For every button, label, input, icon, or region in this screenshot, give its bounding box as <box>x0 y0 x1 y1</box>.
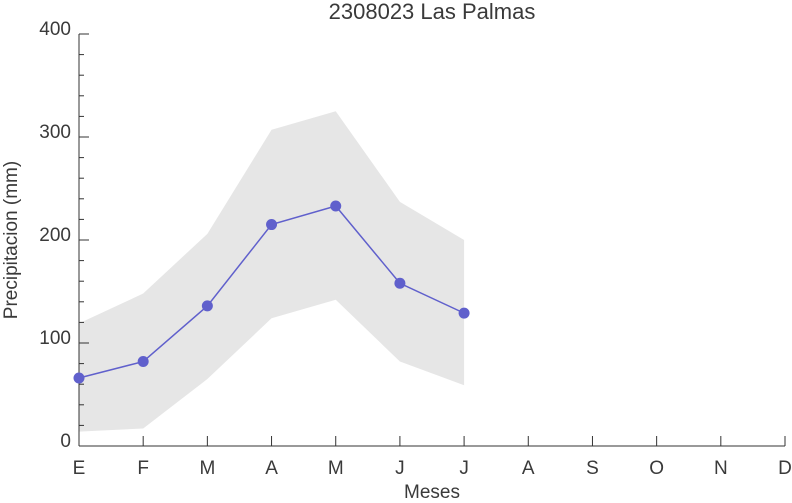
x-tick-label: F <box>137 458 149 479</box>
point <box>394 277 406 289</box>
y-axis-label: Precipitacion (mm) <box>1 161 22 319</box>
x-tick-label: J <box>395 458 405 479</box>
point <box>73 372 85 384</box>
chart-title: 2308023 Las Palmas <box>329 0 536 24</box>
y-tick-label: 100 <box>39 328 71 349</box>
point <box>201 300 213 312</box>
y-tick-label: 200 <box>39 225 71 246</box>
x-tick-label: J <box>459 458 469 479</box>
x-tick-label: A <box>265 458 278 479</box>
x-axis-label: Meses <box>404 482 460 503</box>
point <box>458 307 470 319</box>
y-tick-label: 300 <box>39 122 71 143</box>
x-tick-label: A <box>522 458 535 479</box>
band <box>79 111 465 432</box>
x-tick-label: M <box>328 458 344 479</box>
x-tick-label: D <box>778 458 792 479</box>
y-tick-label: 0 <box>60 431 71 452</box>
point <box>266 219 278 231</box>
x-tick-label: N <box>714 458 728 479</box>
x-tick-label: S <box>586 458 599 479</box>
y-tick-label: 400 <box>39 19 71 40</box>
x-tick-label: M <box>199 458 215 479</box>
x-tick-label: E <box>73 458 86 479</box>
x-tick-label: O <box>649 458 664 479</box>
point <box>330 200 342 212</box>
point <box>137 356 149 368</box>
